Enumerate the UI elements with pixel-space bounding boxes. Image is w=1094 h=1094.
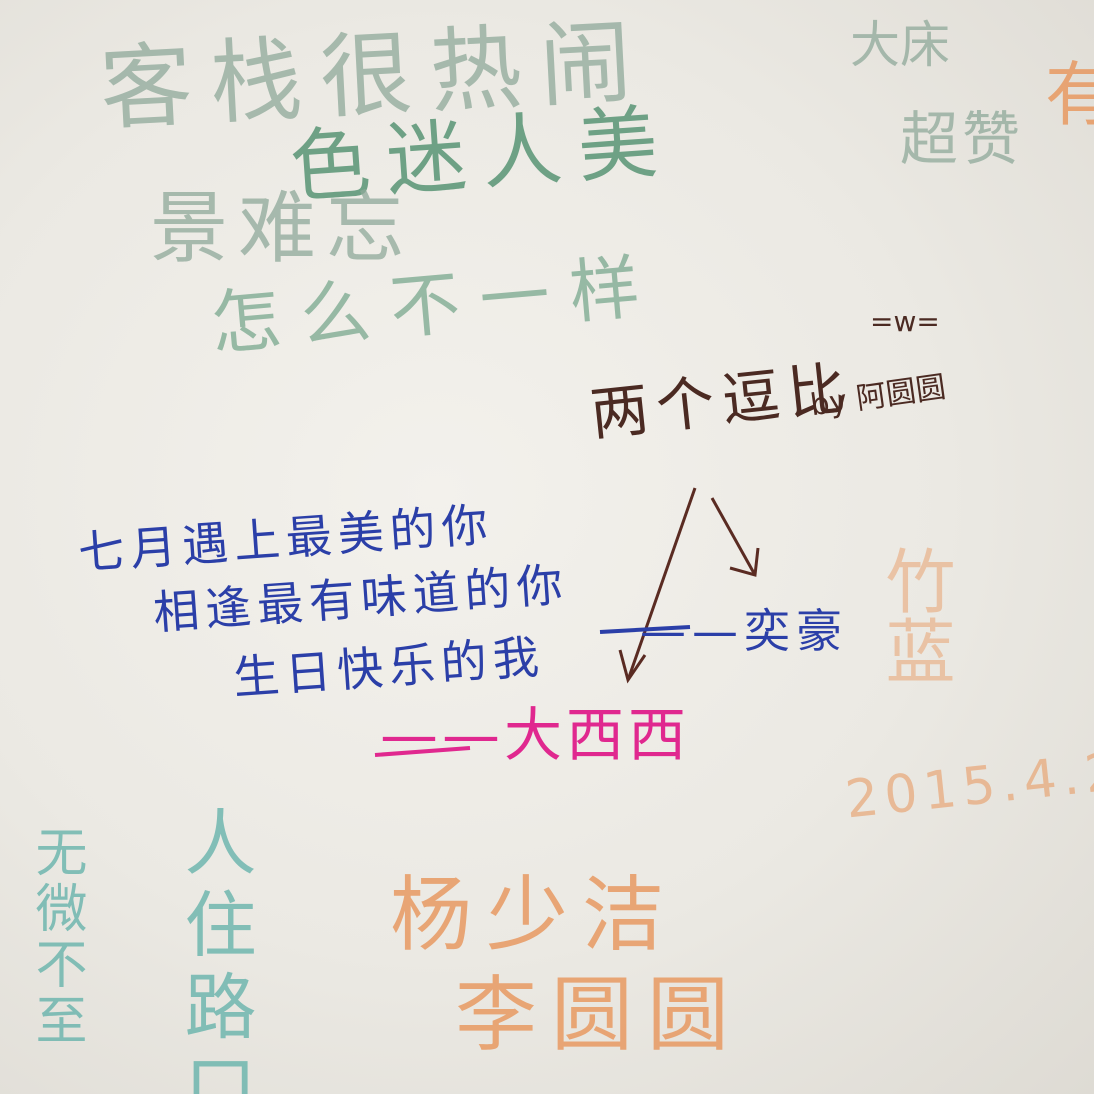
arrow-left-head [618,649,647,684]
arrow-right-head [729,547,760,577]
arrow-left-line [626,487,697,681]
orange-right-text: 竹蓝 [874,545,956,685]
pink-dash-line [374,746,471,757]
faded-corner-text1: 大床 [850,16,950,74]
faded-corner-text2: 超赞 [900,105,1025,173]
teal-column1: 无微不至 [26,825,86,1049]
teal-column2: 人住路口 [172,805,256,1094]
faded-text-row3: 景难忘 [150,184,415,274]
arrow-right-line [710,497,757,576]
blue-poem-signature: ——奕豪 [640,604,848,658]
orange-names-line1: 杨少洁 [390,868,679,963]
orange-names-line2: 李圆圆 [455,968,744,1063]
blue-dash-line [599,625,691,634]
pink-signature: ——大西西 [380,701,691,769]
orange-edge-char: 有 [1045,54,1094,136]
brown-note-face: =w= [870,305,940,338]
